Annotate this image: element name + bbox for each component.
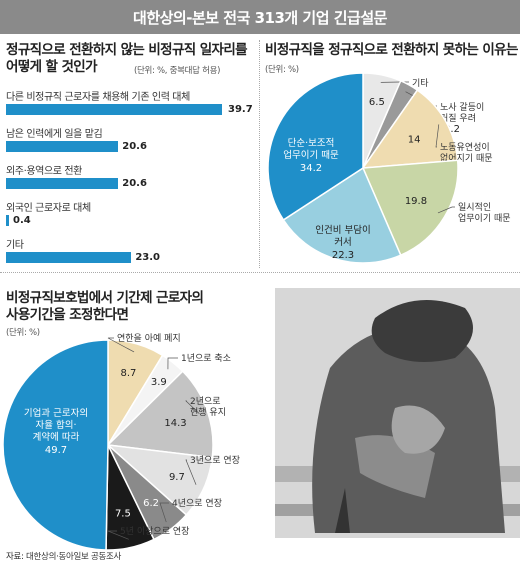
pie2-slice-value-0: 8.7 [120, 368, 136, 379]
pie2-slice-value-4: 6.2 [143, 498, 159, 509]
pie2-slice-value-6: 49.7 [45, 445, 67, 456]
pie2-slice-label-1-0: 1년으로 축소 [181, 353, 231, 364]
pie2-slice-value-2: 14.3 [164, 418, 186, 429]
pie2-slice-label-6-1: 자율 합의· [36, 420, 77, 431]
page-title: 대한상의-본보 전국 313개 기업 긴급설문 [133, 8, 387, 27]
pie2-slice-label-6-2: 계약에 따라 [33, 431, 80, 443]
bar-value-4: 23.0 [135, 252, 161, 263]
pie2-leader-0 [107, 337, 135, 353]
pie2-slice-4 [107, 444, 188, 541]
pie2-title: 비정규직보호법에서 기간제 근로자의 사용기간을 조정한다면 [6, 290, 204, 323]
bar-label-1: 남은 인력에게 일을 맡김 [6, 129, 103, 140]
pie2-leader-3 [185, 459, 197, 485]
bar-label-4: 기타 [6, 240, 24, 251]
bar-value-3: 0.4 [13, 215, 31, 226]
pie-chart-period-panel: 비정규직보호법에서 기간제 근로자의 사용기간을 조정한다면 (단위: %) [6, 290, 276, 338]
pie2-slice-6 [2, 339, 109, 551]
title-bar: 대한상의-본보 전국 313개 기업 긴급설문 [0, 0, 520, 34]
bar-chart-title: 정규직으로 전환하지 않는 비정규직 일자리를 어떻게 할 것인가 [6, 42, 248, 75]
pie2-unit: (단위: %) [6, 328, 40, 338]
bar-3 [6, 215, 9, 226]
pie2-slice-value-1: 3.9 [151, 377, 167, 388]
bar-value-2: 20.6 [122, 178, 147, 189]
pie1-title: 비정규직을 정규직으로 전환하지 못하는 이유는 [265, 42, 518, 58]
pie2-slice-value-5: 7.5 [115, 509, 131, 520]
pie2-leader-2 [185, 400, 200, 414]
bar-2 [6, 178, 119, 189]
bar-value-1: 20.6 [122, 141, 147, 152]
pie2-slice-3 [105, 443, 214, 516]
pie2-slice-label-2-0: 2년으로 [190, 396, 221, 407]
pie1-unit: (단위: %) [265, 65, 299, 75]
source-note: 자료: 대한상의·동아일보 공동조사 [6, 552, 122, 562]
pie2-leader-1 [167, 357, 178, 370]
panel-divider-horizontal [0, 272, 520, 274]
pie2-slice-label-3-0: 3년으로 연장 [190, 455, 240, 466]
pie2-slice-label-5-0: 5년 이상으로 연장 [120, 526, 189, 537]
bar-0 [6, 104, 223, 115]
pie2-slice-5 [105, 444, 155, 551]
bar-chart-panel: 정규직으로 전환하지 않는 비정규직 일자리를 어떻게 할 것인가 (단위: %… [6, 42, 254, 270]
pie2-slice-2 [106, 370, 214, 459]
bar-value-0: 39.7 [228, 104, 253, 115]
bar-label-2: 외주·용역으로 전환 [6, 166, 82, 177]
bar-1 [6, 141, 119, 152]
pie2-slice-1 [107, 354, 184, 446]
pie2-leader-4 [159, 502, 169, 523]
pie2-slice-0 [107, 339, 164, 448]
pie2-slice-label-4-0: 4년으로 연장 [172, 498, 222, 509]
bar-chart-unit: (단위: %, 중복대답 허용) [134, 66, 221, 76]
pie2-slice-value-3: 9.7 [169, 472, 185, 483]
panel-divider-vertical [259, 40, 261, 268]
photo-man-bench [275, 288, 520, 538]
bar-label-3: 외국인 근로자로 대체 [6, 203, 91, 214]
bar-4 [6, 252, 132, 263]
pie2-leader-5 [107, 530, 129, 540]
bar-label-0: 다른 비정규직 근로자를 채용해 기존 인력 대체 [6, 92, 190, 103]
pie2-slice-label-2-1: 현행 유지 [190, 406, 226, 418]
pie-chart-reasons-panel: 비정규직을 정규직으로 전환하지 못하는 이유는 (단위: %) [265, 42, 520, 270]
pie2-slice-label-6-0: 기업과 근로자의 [24, 407, 88, 419]
